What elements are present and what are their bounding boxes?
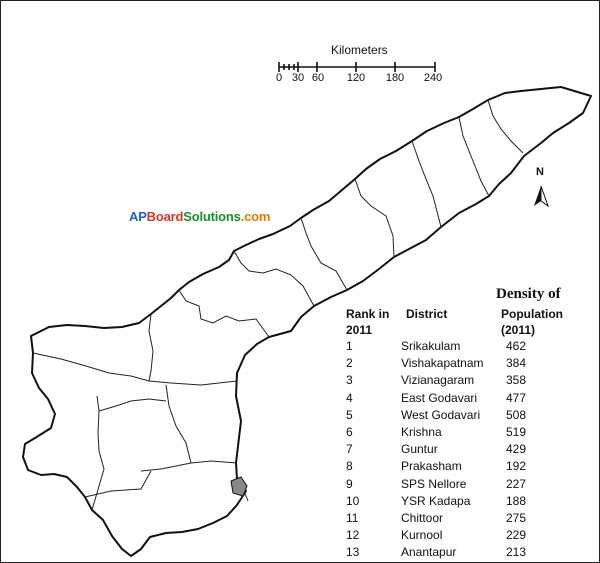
rank-cell: 6 bbox=[346, 424, 353, 439]
north-label: N bbox=[536, 166, 544, 178]
district-cell: YSR Kadapa bbox=[401, 493, 471, 508]
density-cell: 519 bbox=[506, 424, 527, 439]
density-table: 1 Srikakulam 462 2 Vishakapatnam 384 3 Vizian… bbox=[346, 338, 586, 561]
scale-tick-30: 30 bbox=[291, 72, 305, 84]
district-cell: Anantapur bbox=[401, 545, 457, 560]
density-cell: 213 bbox=[506, 545, 527, 560]
scale-tick-120: 120 bbox=[346, 72, 366, 84]
scale-tick-240: 240 bbox=[423, 72, 443, 84]
density-cell: 229 bbox=[506, 528, 527, 543]
table-row: 2 Vishakapatnam 384 bbox=[346, 355, 586, 372]
density-cell: 384 bbox=[506, 356, 527, 371]
scale-tick-180: 180 bbox=[385, 72, 405, 84]
header-rank-line1: Rank in bbox=[346, 307, 390, 321]
table-row: 4 East Godavari 477 bbox=[346, 390, 586, 407]
table-row: 9 SPS Nellore 227 bbox=[346, 476, 586, 493]
watermark-part-3: Solutions bbox=[183, 209, 241, 224]
watermark-part-4: .com bbox=[240, 209, 271, 224]
table-row: 13 Anantapur 213 bbox=[346, 544, 586, 561]
table-row: 8 Prakasham 192 bbox=[346, 458, 586, 475]
district-cell: Kurnool bbox=[401, 528, 443, 543]
district-cell: Prakasham bbox=[401, 459, 462, 474]
rank-cell: 10 bbox=[346, 493, 360, 508]
table-row: 12 Kurnool 229 bbox=[346, 527, 586, 544]
density-cell: 275 bbox=[506, 510, 527, 525]
watermark-part-1: AP bbox=[129, 209, 147, 224]
district-cell: Krishna bbox=[401, 424, 442, 439]
north-arrow bbox=[534, 185, 549, 208]
table-row: 11 Chittoor 275 bbox=[346, 510, 586, 527]
pulicat-lake bbox=[230, 476, 248, 497]
table-row: 7 Guntur 429 bbox=[346, 441, 586, 458]
rank-cell: 8 bbox=[346, 459, 353, 474]
density-cell: 477 bbox=[506, 390, 527, 405]
header-population: Population (2011) bbox=[501, 306, 563, 338]
table-row: 3 Vizianagaram 358 bbox=[346, 372, 586, 389]
district-boundaries bbox=[32, 99, 524, 511]
rank-cell: 11 bbox=[346, 510, 359, 525]
state-outline bbox=[22, 86, 592, 557]
scale-title: Kilometers bbox=[331, 43, 388, 57]
scale-tick-60: 60 bbox=[311, 72, 325, 84]
table-row: 10 YSR Kadapa 188 bbox=[346, 493, 586, 510]
district-cell: Chittoor bbox=[401, 510, 444, 525]
district-cell: Guntur bbox=[401, 442, 438, 457]
table-row: 6 Krishna 519 bbox=[346, 424, 586, 441]
density-title: Density of bbox=[496, 286, 561, 302]
rank-cell: 4 bbox=[346, 390, 353, 405]
rank-cell: 2 bbox=[346, 356, 353, 371]
rank-cell: 1 bbox=[346, 339, 353, 353]
rank-cell: 9 bbox=[346, 476, 353, 491]
density-cell: 227 bbox=[506, 476, 527, 491]
district-cell: SPS Nellore bbox=[401, 476, 467, 491]
rank-cell: 7 bbox=[346, 442, 353, 457]
rank-cell: 12 bbox=[346, 528, 360, 543]
header-district: District bbox=[406, 307, 448, 321]
rank-cell: 5 bbox=[346, 407, 353, 422]
density-cell: 508 bbox=[506, 407, 527, 422]
density-cell: 192 bbox=[506, 459, 527, 474]
table-row: 5 West Godavari 508 bbox=[346, 407, 586, 424]
density-cell: 358 bbox=[506, 373, 527, 388]
header-population-line1: Population bbox=[501, 307, 563, 321]
density-cell: 429 bbox=[506, 442, 527, 457]
density-cell: 188 bbox=[506, 493, 527, 508]
rank-cell: 3 bbox=[346, 373, 353, 388]
density-cell: 462 bbox=[506, 339, 527, 353]
watermark-part-2: Board bbox=[146, 209, 184, 224]
district-cell: West Godavari bbox=[401, 407, 481, 422]
header-rank-line2: 2011 bbox=[346, 323, 373, 337]
table-row: 1 Srikakulam 462 bbox=[346, 338, 586, 355]
header-rank: Rank in 2011 bbox=[346, 306, 389, 338]
district-cell: Vishakapatnam bbox=[401, 356, 484, 371]
scale-bar bbox=[278, 62, 436, 72]
watermark: APBoardSolutions.com bbox=[129, 209, 270, 224]
scale-tick-0: 0 bbox=[275, 72, 283, 84]
district-cell: Vizianagaram bbox=[401, 373, 475, 388]
district-cell: Srikakulam bbox=[401, 339, 461, 353]
rank-cell: 13 bbox=[346, 545, 360, 560]
header-population-line2: (2011) bbox=[501, 323, 536, 337]
district-cell: East Godavari bbox=[401, 390, 478, 405]
